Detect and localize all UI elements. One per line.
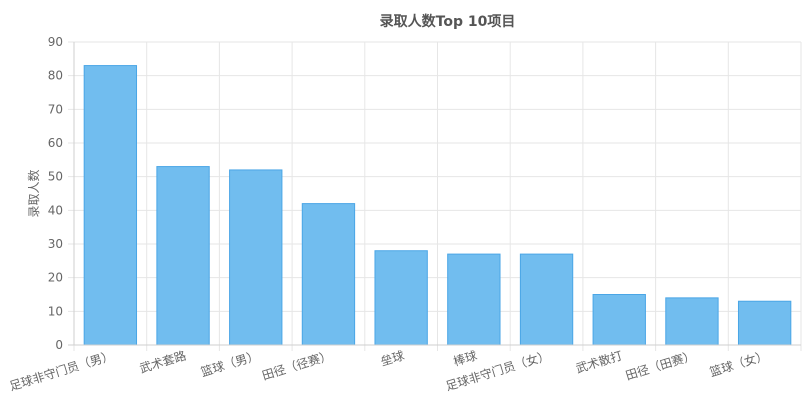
bar[interactable] — [519, 253, 574, 346]
x-tick-label: 篮球（女） — [708, 348, 770, 380]
x-tick-label: 棒球 — [452, 348, 479, 368]
bar[interactable] — [301, 203, 356, 346]
bar[interactable] — [229, 169, 283, 346]
y-tick-label: 40 — [48, 203, 63, 217]
x-tick-label: 田径（径赛） — [260, 348, 333, 383]
bar[interactable] — [156, 166, 210, 346]
y-tick-label: 90 — [48, 35, 63, 49]
x-tick-label: 垒球 — [379, 348, 406, 368]
x-tick-label: 足球非守门员（男） — [8, 348, 116, 394]
y-tick-label: 80 — [48, 69, 63, 83]
bar[interactable] — [592, 294, 646, 346]
bars — [83, 65, 792, 346]
y-tick-label: 10 — [48, 304, 63, 318]
x-tick-label: 武术套路 — [138, 348, 188, 376]
y-axis-label: 录取人数 — [26, 169, 41, 217]
x-tick-label: 田径（田赛） — [624, 348, 697, 383]
y-tick-label: 50 — [48, 170, 63, 184]
bar[interactable] — [737, 300, 792, 346]
y-tick-label: 0 — [55, 338, 63, 352]
bar[interactable] — [374, 250, 428, 346]
chart-title: 录取人数Top 10项目 — [380, 13, 516, 30]
y-tick-label: 30 — [48, 237, 63, 251]
x-tick-label: 武术散打 — [574, 348, 624, 376]
y-tick-label: 60 — [48, 136, 63, 150]
bar[interactable] — [447, 253, 501, 346]
y-tick-label: 20 — [48, 271, 63, 285]
bar[interactable] — [665, 297, 719, 346]
axes — [68, 42, 801, 346]
y-tick-label: 70 — [48, 102, 63, 116]
x-tick-label: 篮球（男） — [199, 348, 261, 380]
bar[interactable] — [83, 65, 138, 346]
